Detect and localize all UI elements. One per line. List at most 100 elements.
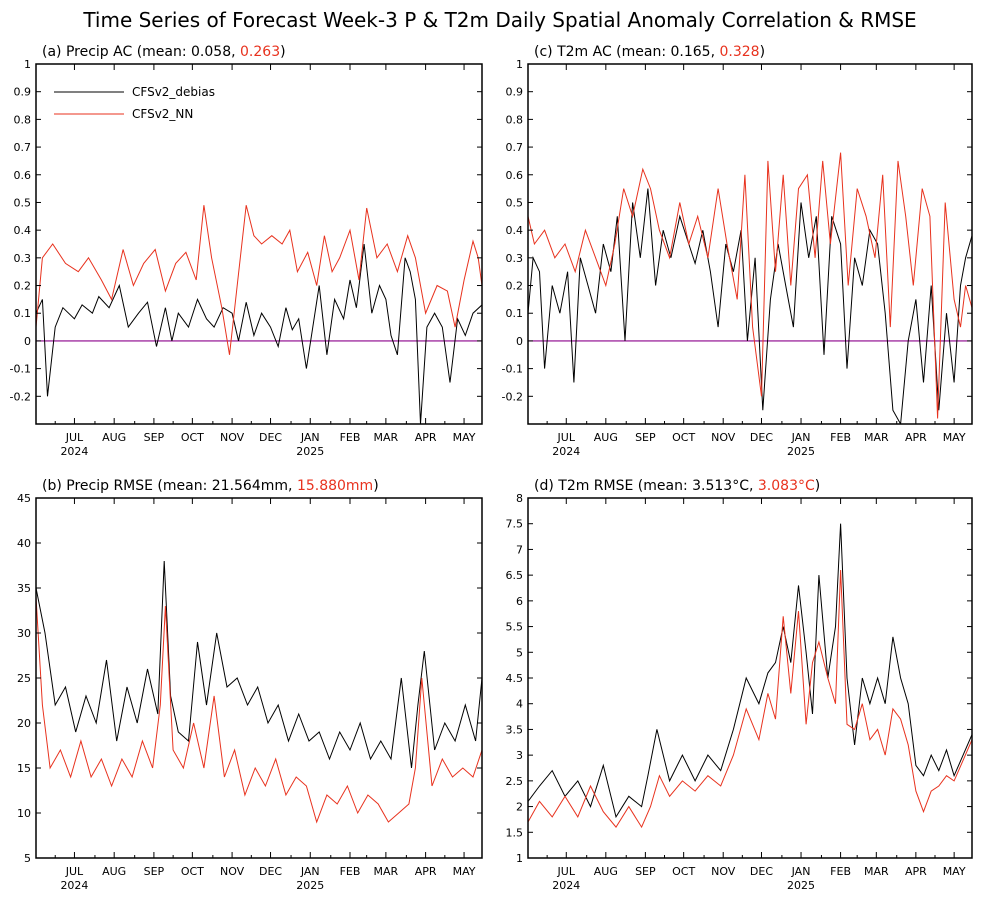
x-tick-label: DEC <box>750 431 773 444</box>
x-year-label: 2025 <box>787 445 815 458</box>
x-tick-label: JUL <box>65 865 84 878</box>
series-line-debias <box>36 243 482 424</box>
x-tick-label: MAR <box>374 865 399 878</box>
x-year-label: 2024 <box>60 879 88 892</box>
y-tick-label: 0.4 <box>506 224 524 237</box>
y-tick-label: 2.5 <box>506 775 524 788</box>
series-line-nn <box>36 205 482 355</box>
panel-title-text: (b) Precip RMSE (mean: 21.564mm, <box>42 478 297 494</box>
x-tick-label: MAR <box>374 431 399 444</box>
panel-title-text: (a) Precip AC (mean: 0.058, <box>42 44 240 60</box>
x-tick-label: JAN <box>791 431 811 444</box>
y-tick-label: 15 <box>17 762 31 775</box>
x-tick-label: JAN <box>300 865 320 878</box>
panel-title-suffix: ) <box>373 478 378 494</box>
x-tick-label: NOV <box>711 431 736 444</box>
x-tick-label: DEC <box>750 865 773 878</box>
y-tick-label: 40 <box>17 537 31 550</box>
x-tick-label: DEC <box>259 865 282 878</box>
panel-title-highlight: 0.328 <box>720 44 760 60</box>
y-tick-label: 0 <box>516 335 523 348</box>
x-tick-label: FEB <box>340 865 361 878</box>
x-year-label: 2024 <box>60 445 88 458</box>
y-tick-label: 0.9 <box>14 86 32 99</box>
y-tick-label: 1.5 <box>506 826 524 839</box>
y-tick-label: 45 <box>17 492 31 505</box>
x-tick-label: SEP <box>635 865 656 878</box>
chart-panel-d: (d) T2m RMSE (mean: 3.513°C, 3.083°C) 1 1.… <box>506 478 973 892</box>
y-tick-label: 5 <box>24 852 31 865</box>
y-tick-label: 25 <box>17 672 31 685</box>
panel-title-text: (d) T2m RMSE (mean: 3.513°C, <box>534 478 758 494</box>
panel-title: (d) T2m RMSE (mean: 3.513°C, 3.083°C) <box>534 478 820 494</box>
plot-frame <box>35 63 483 425</box>
panel-title: (b) Precip RMSE (mean: 21.564mm, 15.880m… <box>42 478 379 494</box>
x-tick-label: JAN <box>300 431 320 444</box>
x-tick-label: OCT <box>672 431 695 444</box>
series-line-debias <box>36 560 482 769</box>
x-tick-label: JUL <box>557 431 576 444</box>
x-tick-label: AUG <box>102 431 126 444</box>
x-tick-label: AUG <box>594 431 618 444</box>
x-tick-label: SEP <box>144 865 165 878</box>
y-tick-label: 5 <box>516 646 523 659</box>
x-year-label: 2024 <box>552 879 580 892</box>
panel-title: (c) T2m AC (mean: 0.165, 0.328) <box>534 44 765 60</box>
y-tick-label: 0.6 <box>506 169 524 182</box>
x-year-label: 2025 <box>296 445 324 458</box>
x-tick-label: APR <box>905 865 927 878</box>
x-tick-label: OCT <box>181 431 204 444</box>
panel-title-highlight: 3.083°C <box>758 478 815 494</box>
y-tick-label: 20 <box>17 717 31 730</box>
x-tick-label: JUL <box>557 865 576 878</box>
x-tick-label: DEC <box>259 431 282 444</box>
x-year-label: 2025 <box>787 879 815 892</box>
legend-label-debias: CFSv2_debias <box>132 85 215 99</box>
x-tick-label: AUG <box>594 865 618 878</box>
y-tick-label: 0.8 <box>506 113 524 126</box>
y-tick-label: 0.3 <box>14 252 32 265</box>
y-tick-label: 0.5 <box>14 196 32 209</box>
y-tick-label: 1 <box>516 852 523 865</box>
x-tick-label: JUL <box>65 431 84 444</box>
y-tick-label: -0.1 <box>502 363 523 376</box>
y-tick-label: 1 <box>24 58 31 71</box>
y-tick-label: 8 <box>516 492 523 505</box>
x-tick-label: MAR <box>864 865 889 878</box>
y-tick-label: 4 <box>516 698 523 711</box>
x-tick-label: FEB <box>340 431 361 444</box>
series-line-debias <box>528 523 972 819</box>
x-tick-label: FEB <box>830 431 851 444</box>
y-tick-label: 6.5 <box>506 569 524 582</box>
y-tick-label: 0.7 <box>14 141 32 154</box>
y-tick-label: -0.2 <box>502 390 523 403</box>
y-tick-label: 0.4 <box>14 224 32 237</box>
y-tick-label: 0.1 <box>14 307 32 320</box>
legend-label-nn: CFSv2_NN <box>132 107 193 121</box>
chart-panel-a: (a) Precip AC (mean: 0.058, 0.263) -0.2 -0… <box>10 44 483 458</box>
x-tick-label: APR <box>905 431 927 444</box>
y-tick-label: -0.1 <box>10 363 31 376</box>
x-tick-label: SEP <box>144 431 165 444</box>
y-tick-label: -0.2 <box>10 390 31 403</box>
panel-title-suffix: ) <box>280 44 285 60</box>
y-tick-label: 30 <box>17 627 31 640</box>
y-tick-label: 0.1 <box>506 307 524 320</box>
x-tick-label: MAR <box>864 431 889 444</box>
y-tick-label: 0.9 <box>506 86 524 99</box>
y-tick-label: 0.5 <box>506 196 524 209</box>
y-tick-label: 10 <box>17 807 31 820</box>
y-tick-label: 1 <box>516 58 523 71</box>
y-tick-label: 35 <box>17 582 31 595</box>
x-year-label: 2024 <box>552 445 580 458</box>
y-tick-label: 0.3 <box>506 252 524 265</box>
y-tick-label: 0.7 <box>506 141 524 154</box>
x-tick-label: MAY <box>453 431 476 444</box>
x-tick-label: MAY <box>943 865 966 878</box>
chart-panels: (a) Precip AC (mean: 0.058, 0.263) -0.2 -0… <box>10 44 973 892</box>
x-tick-label: FEB <box>830 865 851 878</box>
chart-panel-b: (b) Precip RMSE (mean: 21.564mm, 15.880m… <box>17 478 483 892</box>
x-tick-label: OCT <box>181 865 204 878</box>
panel-title-highlight: 0.263 <box>240 44 280 60</box>
